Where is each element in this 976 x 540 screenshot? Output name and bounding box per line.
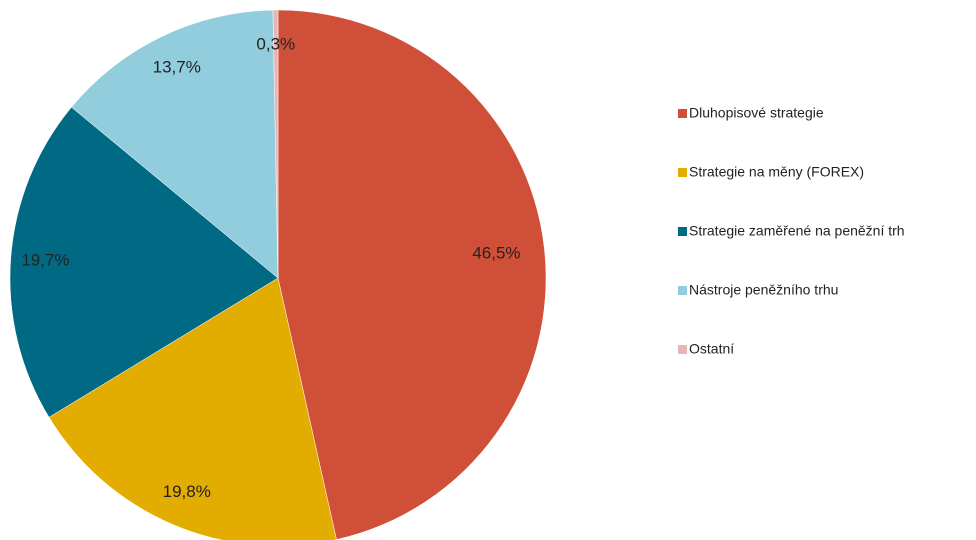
pie-slice <box>9 106 279 418</box>
pie-slice <box>71 9 279 279</box>
legend-label: Ostatní <box>689 341 734 357</box>
data-label: 13,7% <box>153 57 201 76</box>
data-label: 19,8% <box>163 482 211 501</box>
legend-label: Strategie na měny (FOREX) <box>689 164 864 180</box>
data-label: 46,5% <box>472 243 520 262</box>
legend-swatch <box>678 345 687 354</box>
data-label: 19,7% <box>21 251 69 270</box>
legend-swatch <box>678 109 687 118</box>
pie-slice <box>48 277 337 540</box>
legend-label: Strategie zaměřené na peněžní trh <box>689 223 905 239</box>
legend-swatch <box>678 286 687 295</box>
pie-slice <box>272 9 279 279</box>
data-label: 0,3% <box>256 34 295 53</box>
legend-swatch <box>678 168 687 177</box>
legend-label: Dluhopisové strategie <box>689 105 824 121</box>
pie-slice <box>277 9 547 540</box>
legend-label: Nástroje peněžního trhu <box>689 282 838 298</box>
legend-swatch <box>678 227 687 236</box>
